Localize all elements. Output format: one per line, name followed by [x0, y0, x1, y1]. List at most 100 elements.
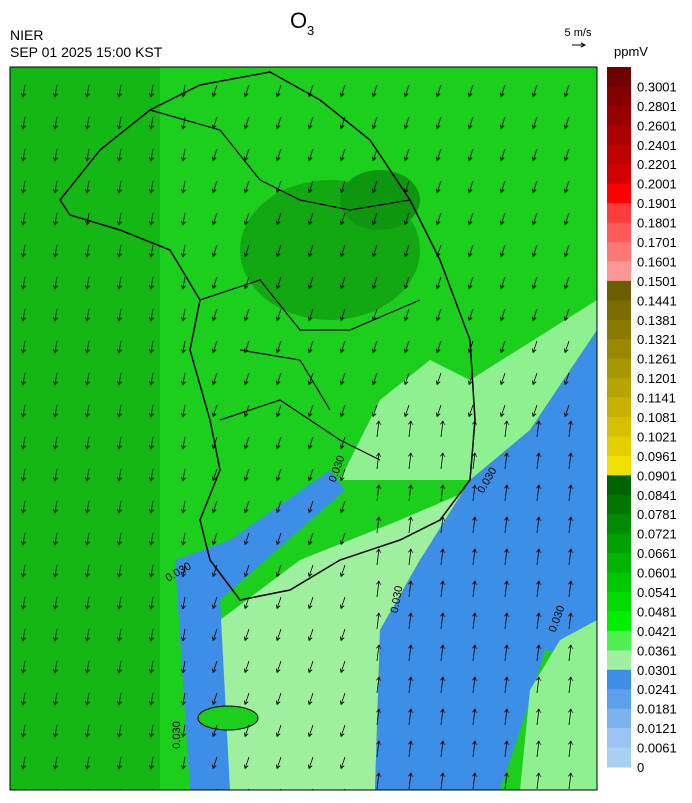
wind-arrow: [472, 516, 477, 534]
wind-arrow: [408, 548, 413, 566]
colorbar-segment: [607, 339, 631, 360]
wind-arrow: [21, 628, 26, 642]
wind-arrow: [243, 308, 250, 322]
wind-arrow: [563, 244, 570, 258]
wind-arrow: [467, 212, 474, 226]
colorbar-label: 0.1141: [637, 391, 676, 406]
wind-arrow: [568, 772, 573, 790]
wind-arrow: [53, 724, 58, 738]
wind-arrow: [275, 564, 282, 578]
colorbar-label: 0.0661: [637, 546, 677, 561]
wind-arrow: [339, 692, 346, 706]
wind-arrow: [403, 372, 410, 386]
wind-arrow: [408, 516, 413, 534]
wind-arrow: [440, 772, 445, 790]
wind-arrow: [21, 756, 26, 770]
wind-arrow: [53, 436, 58, 450]
wind-arrow: [435, 244, 442, 258]
wind-arrow: [275, 436, 282, 450]
colorbar-label: 0.1801: [637, 216, 677, 231]
wind-arrow: [467, 116, 474, 130]
colorbar-label: 0.0241: [637, 682, 677, 697]
wind-arrow: [53, 340, 58, 354]
wind-arrow: [376, 516, 381, 534]
colorbar-segment: [607, 611, 631, 632]
title-subscript: 3: [307, 23, 314, 38]
wind-arrow: [376, 772, 381, 790]
wind-arrow: [307, 116, 314, 130]
wind-arrow: [85, 596, 90, 610]
wind-arrow: [21, 340, 26, 354]
colorbar-segment: [607, 747, 631, 768]
wind-arrow: [307, 340, 314, 354]
wind-arrow: [243, 372, 250, 386]
wind-arrow: [275, 660, 282, 674]
wind-arrow: [467, 84, 474, 98]
wind-arrow: [211, 148, 218, 162]
wind-arrow: [211, 500, 218, 514]
wind-arrow: [243, 500, 250, 514]
wind-arrow: [21, 500, 26, 514]
wind-arrow: [53, 628, 58, 642]
wind-arrow: [21, 244, 26, 258]
colorbar-segment: [607, 514, 631, 535]
east-light: [340, 300, 597, 480]
wind-arrow: [563, 180, 570, 194]
wind-arrow: [149, 244, 154, 258]
wind-arrow: [181, 308, 186, 322]
wind-arrow: [307, 244, 314, 258]
wind-arrow: [181, 340, 186, 354]
wind-arrow: [21, 404, 26, 418]
wind-arrow: [472, 452, 477, 470]
colorbar-label: 0.1321: [637, 332, 677, 347]
wind-arrow: [307, 468, 314, 482]
wind-arrow: [435, 148, 442, 162]
colorbar: 0.3001 0.2801 0.2601 0.2401 0.2201 0.2001 0.19…: [607, 67, 677, 775]
wind-arrow: [53, 308, 58, 322]
wind-arrow: [307, 692, 314, 706]
colorbar-label: 0.0421: [637, 624, 677, 639]
colorbar-segment: [607, 572, 631, 593]
western-field: [10, 67, 160, 790]
wind-arrow: [339, 756, 346, 770]
wind-arrow: [117, 436, 122, 450]
wind-arrow: [371, 372, 378, 386]
wind-arrow: [211, 212, 218, 226]
wind-arrow: [307, 372, 314, 386]
wind-arrow: [472, 548, 477, 566]
wind-arrow: [467, 244, 474, 258]
wind-arrow: [181, 436, 186, 450]
wind-arrow: [339, 724, 346, 738]
wind-arrow: [339, 180, 346, 194]
wind-arrow: [467, 404, 474, 418]
wind-arrow: [440, 484, 445, 502]
wind-arrow: [149, 532, 154, 546]
colorbar-label: 0.0781: [637, 507, 677, 522]
unit: ppmV: [614, 44, 648, 59]
wind-arrow: [211, 660, 218, 674]
colorbar-label: 0.0841: [637, 488, 677, 503]
wind-arrow: [307, 756, 314, 770]
wind-arrow: [563, 372, 570, 386]
wind-arrow: [467, 308, 474, 322]
wind-arrow: [275, 340, 282, 354]
wind-arrow: [531, 276, 538, 290]
wind-arrow: [181, 180, 186, 194]
wind-arrow: [499, 372, 506, 386]
wind-arrow: [403, 84, 410, 98]
colorbar-segment: [607, 144, 631, 165]
wind-arrow: [243, 436, 250, 450]
wind-arrow: [211, 692, 218, 706]
wind-arrow: [181, 84, 186, 98]
wind-arrow: [275, 404, 282, 418]
wind-arrow: [117, 692, 122, 706]
wind-arrow: [211, 564, 218, 578]
colorbar-label: 0.1021: [637, 429, 677, 444]
colorbar-label: 0.0541: [637, 585, 677, 600]
wind-arrow: [181, 372, 186, 386]
wind-arrow: [243, 628, 250, 642]
wind-arrow: [53, 372, 58, 386]
wind-arrow: [53, 660, 58, 674]
colorbar-label: 0.2401: [637, 138, 677, 153]
